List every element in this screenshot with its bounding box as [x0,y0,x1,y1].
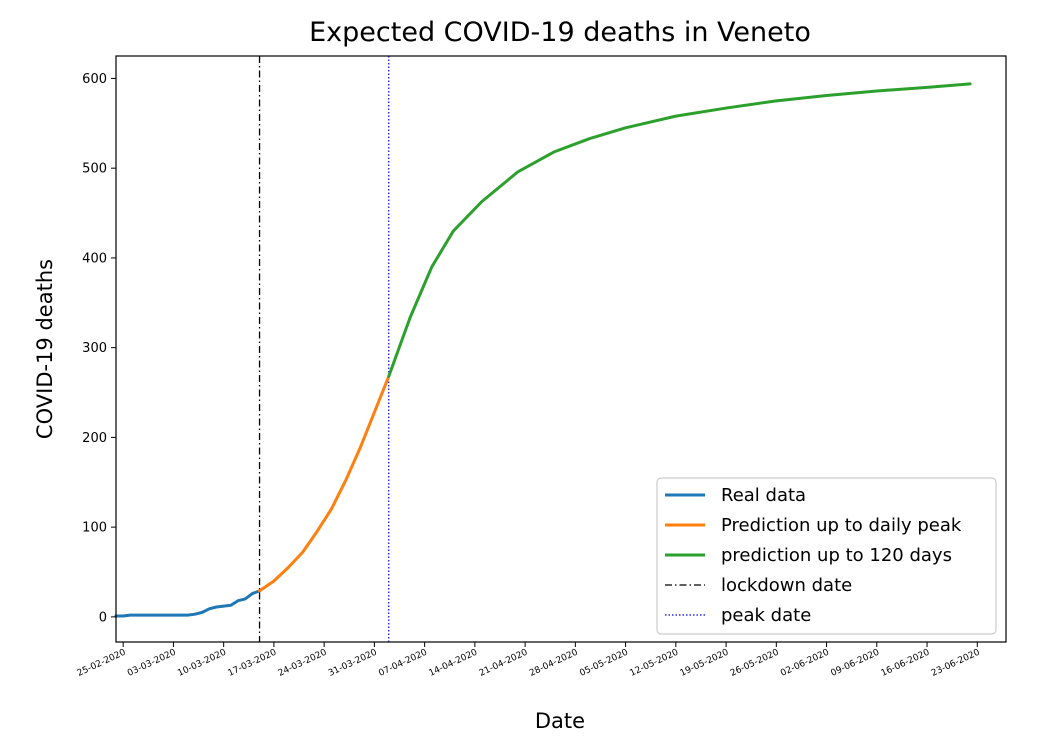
y-axis-label: COVID-19 deaths [33,259,57,439]
legend: Real data Prediction up to daily peak pred… [656,477,997,635]
legend-label: prediction up to 120 days [721,545,952,566]
y-tick-label: 0 [99,610,107,625]
x-axis-label: Date [535,709,585,733]
legend-box [656,477,997,635]
y-tick-label: 100 [82,521,107,536]
series-line-2 [387,82,972,378]
y-axis: 0 100 200 300 400 500 600 [82,72,116,625]
y-tick-label: 500 [82,162,107,177]
y-tick-label: 400 [82,251,107,266]
legend-label: Real data [721,485,806,506]
y-tick-label: 200 [82,431,107,446]
y-tick-label: 300 [82,341,107,356]
y-tick-label: 600 [82,72,107,87]
plot-area [114,55,1007,643]
series-line-1 [258,374,391,593]
legend-label: lockdown date [721,575,852,596]
chart-title: Expected COVID-19 deaths in Veneto [309,17,811,48]
series-line-0 [114,589,262,618]
legend-label: Prediction up to daily peak [721,515,962,536]
plot-frame [115,55,1007,643]
legend-label: peak date [721,605,811,626]
